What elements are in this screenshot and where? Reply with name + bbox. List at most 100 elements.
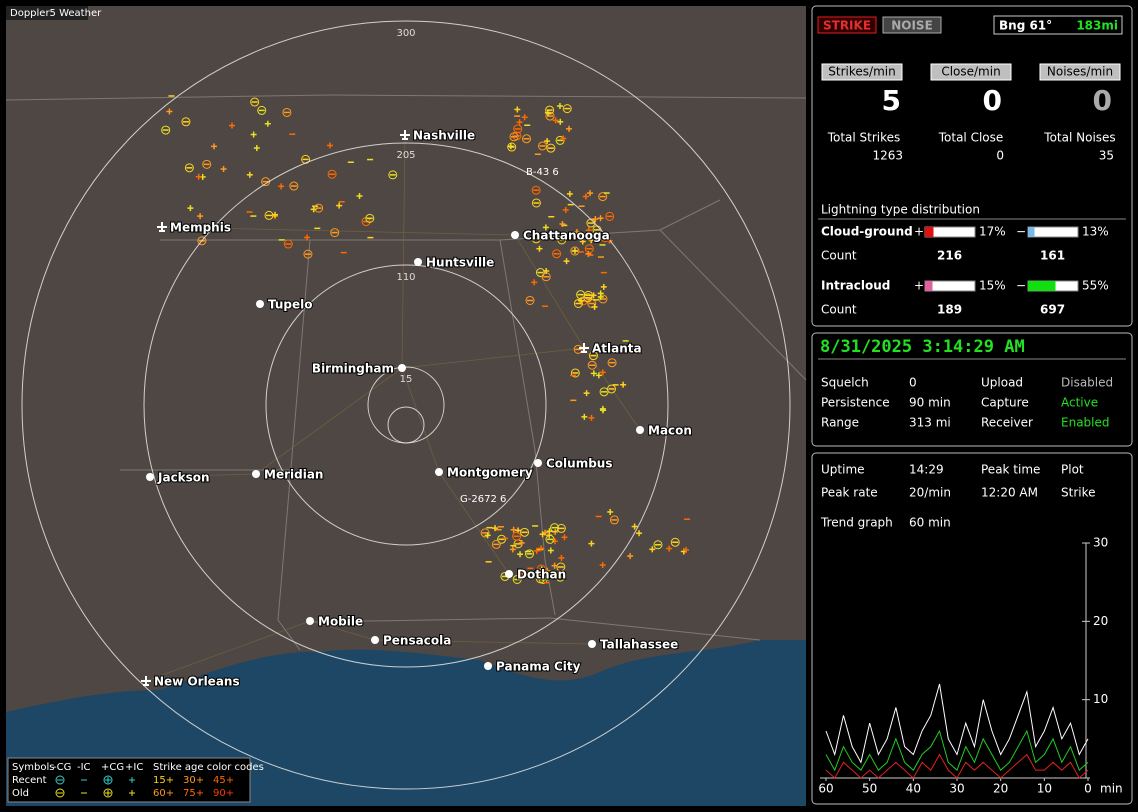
x-tick-label: 40: [906, 782, 921, 796]
storm-label: G-2672 6: [460, 494, 506, 505]
city-label: Dothan: [517, 568, 566, 582]
city-dot: [252, 470, 260, 478]
legend-age: 15+: [153, 775, 174, 786]
airport-icon: [141, 676, 151, 686]
city-dot: [511, 231, 519, 239]
ring-label: 300: [396, 28, 415, 39]
sign: +: [914, 279, 924, 293]
strike-symbol: [545, 105, 555, 115]
city-dot: [371, 636, 379, 644]
legend-age: 60+: [153, 788, 174, 799]
strike-symbol: [531, 198, 541, 208]
legend-age: 75+: [183, 788, 204, 799]
range-ring: [21, 20, 791, 790]
strike-symbol: [525, 295, 535, 305]
strike-symbol: [202, 159, 212, 169]
strike-symbol: [584, 244, 594, 254]
strike-symbol: [283, 239, 293, 249]
strike-symbol: [555, 572, 565, 582]
legend-symbol: [103, 788, 113, 798]
sign: +: [914, 225, 924, 239]
sign: −: [1016, 279, 1026, 293]
strike-symbol: [587, 360, 597, 370]
strike-button: [817, 16, 877, 34]
strike-symbol: [583, 293, 593, 303]
rate-value: 5: [882, 84, 901, 117]
strike-symbol: [546, 143, 556, 153]
city-label: Chattanooga: [523, 229, 610, 243]
trend-line: [825, 683, 1089, 764]
y-tick-label: 10: [1093, 692, 1108, 706]
strike-symbol: [497, 534, 507, 544]
strike-symbol: [388, 170, 398, 180]
legend-text: -IC: [77, 762, 91, 773]
legend-text: -CG: [53, 762, 71, 773]
percent: 55%: [1082, 279, 1109, 293]
strike-symbol: [161, 125, 171, 135]
range-ring: [387, 406, 425, 444]
panel: STRIKE NOISE Bng 61° 183mi Strikes/min 5 Total…: [817, 15, 1126, 530]
strike-symbol: [573, 298, 583, 308]
total-label: Total Close: [938, 131, 1004, 145]
x-tick-label: 50: [862, 782, 877, 796]
legend-symbol: [103, 775, 113, 785]
strike-symbol: [653, 540, 663, 550]
city-label: Panama City: [496, 660, 581, 674]
count: 697: [1040, 303, 1065, 317]
trend-box: [811, 452, 1133, 805]
legend-age: 45+: [213, 775, 234, 786]
status-box: [811, 332, 1133, 447]
status-text: Persistence: [821, 396, 890, 410]
city-dot: [588, 640, 596, 648]
legend-text: Strike age color codes: [153, 762, 264, 773]
count: 216: [937, 249, 962, 263]
strike-symbol: [257, 105, 267, 115]
strike-symbol: [330, 228, 340, 238]
strike-symbol: [536, 564, 546, 574]
trend-graph: 10 20 30 60 50 40 30 20 10 0 min: [818, 536, 1122, 796]
title-tab: [6, 6, 88, 20]
trend-line: [825, 729, 1089, 772]
distance: 183mi: [1076, 19, 1118, 33]
bar: [1028, 227, 1035, 237]
strike-symbol: [513, 124, 523, 134]
strike-symbol: [507, 142, 517, 152]
trend-line: [825, 753, 1089, 779]
legend-text: Old: [12, 788, 29, 799]
city-label: Memphis: [170, 221, 231, 235]
strike-symbol: [250, 97, 260, 107]
status-text: 90 min: [909, 396, 951, 410]
range-rings: 300 205 110 15: [21, 20, 791, 790]
city-dot: [505, 570, 513, 578]
strike-symbol: [531, 185, 541, 195]
city-label: Atlanta: [592, 342, 642, 356]
sign: −: [1016, 225, 1026, 239]
strike-symbol: [520, 527, 530, 537]
y-tick-label: 20: [1093, 614, 1108, 628]
status-text: Range: [821, 416, 859, 430]
map: Doppler5 Weather 300 205 110 15 Nashville Me…: [5, 6, 807, 806]
city-dot: [534, 459, 542, 467]
strike-symbol: [289, 181, 299, 191]
strike-symbol: [557, 235, 567, 245]
city-dot: [146, 473, 154, 481]
status-text: Active: [1061, 396, 1098, 410]
info-text: 20/min: [909, 486, 951, 500]
cities: Nashville Memphis Chattanooga Huntsville Tup…: [141, 128, 693, 690]
ring-label: 15: [400, 374, 413, 385]
strike-symbol: [576, 290, 586, 300]
airport-icon: [579, 343, 589, 353]
trend-window: 60 min: [909, 516, 951, 530]
strike-symbol: [365, 213, 375, 223]
percent: 13%: [1082, 225, 1109, 239]
legend-text: +CG: [101, 762, 124, 773]
storm-label: B-43 6: [526, 167, 559, 178]
status-text: Upload: [981, 376, 1023, 390]
datetime: 8/31/2025 3:14:29 AM: [820, 337, 1025, 357]
status-text: Capture: [981, 396, 1029, 410]
strike-symbol: [605, 211, 615, 221]
legend: Symbols-CG -IC +CG +IC Strike age color code…: [12, 762, 264, 799]
range-ring: [265, 264, 547, 546]
status-text: Squelch: [821, 376, 869, 390]
